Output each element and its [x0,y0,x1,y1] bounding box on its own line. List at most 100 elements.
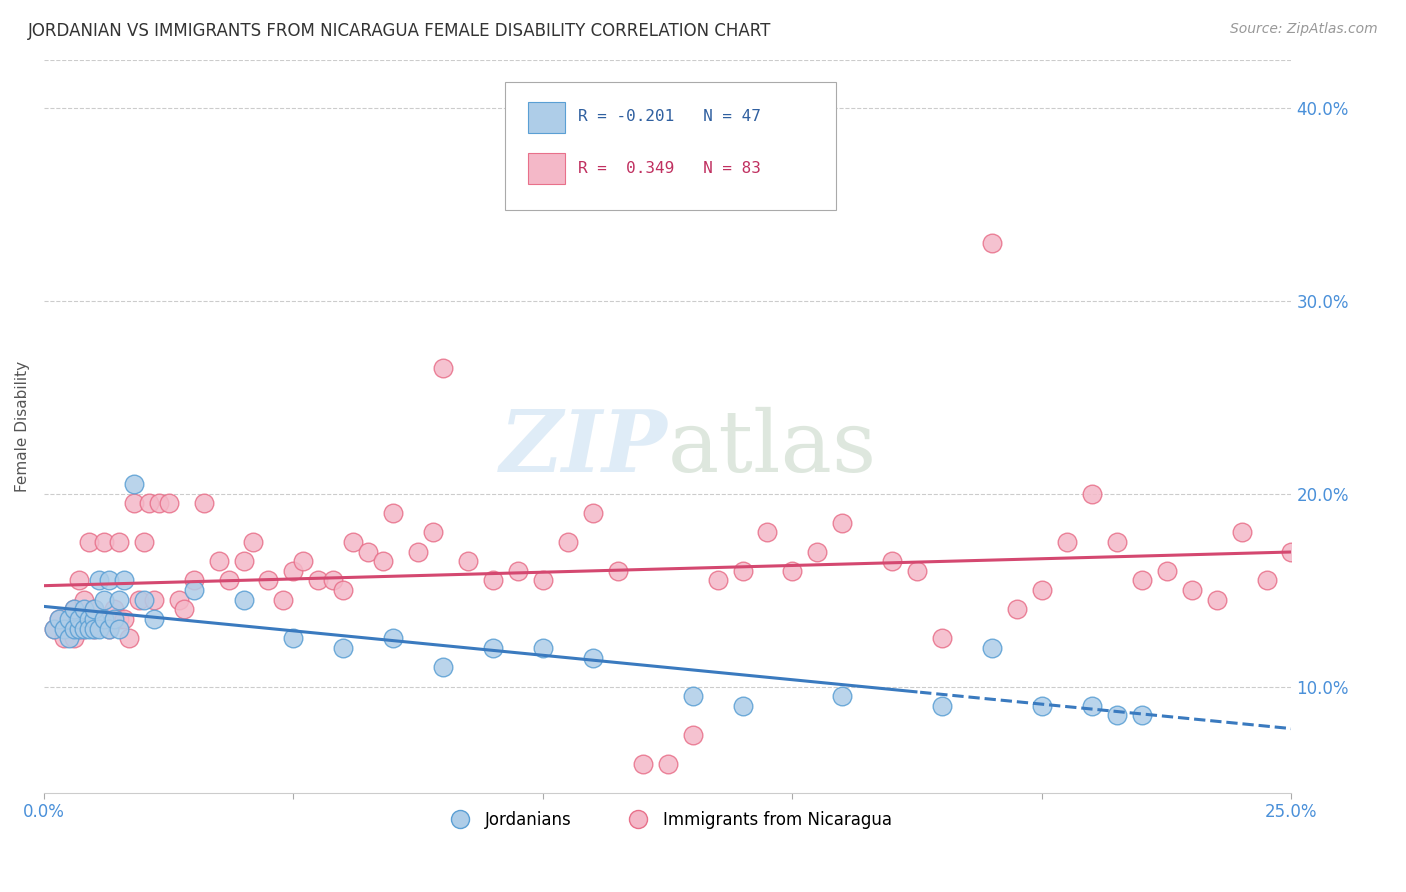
Point [242,534,264,549]
Point [97,622,120,636]
Point [682,728,704,742]
Point [183,583,205,598]
Point [731,564,754,578]
Point [58,612,80,626]
Point [756,525,779,540]
Y-axis label: Female Disability: Female Disability [15,360,30,491]
Point [67,612,90,626]
Point [87,612,110,626]
Point [1031,698,1053,713]
Point [77,612,100,626]
Point [682,689,704,703]
Point [582,506,605,520]
Point [107,534,129,549]
Point [63,632,86,646]
Point [931,698,953,713]
Point [342,534,364,549]
Point [122,477,145,491]
Point [48,612,70,626]
Point [52,632,75,646]
Point [531,640,554,655]
Point [322,574,344,588]
Point [148,496,170,510]
Point [87,622,110,636]
Point [432,660,454,674]
Point [83,612,105,626]
Point [93,612,115,626]
Point [103,612,125,626]
Point [183,574,205,588]
Point [167,592,190,607]
Point [882,554,904,568]
Point [981,235,1004,250]
Point [482,640,505,655]
Point [107,612,129,626]
Point [782,564,804,578]
Point [193,496,215,510]
Point [1130,574,1153,588]
Point [1056,534,1078,549]
Point [63,622,86,636]
Point [67,574,90,588]
Bar [527,102,565,133]
Point [531,574,554,588]
Text: R =  0.349   N = 83: R = 0.349 N = 83 [578,161,761,176]
Point [357,544,380,558]
Point [63,602,86,616]
Point [1105,708,1128,723]
Point [112,612,135,626]
Point [142,592,165,607]
Point [73,592,96,607]
Point [1081,698,1104,713]
Point [422,525,444,540]
Point [457,554,479,568]
Point [332,583,354,598]
Point [112,574,135,588]
Point [1205,592,1227,607]
Point [931,632,953,646]
Point [58,622,80,636]
Point [307,574,329,588]
Point [128,592,150,607]
Point [257,574,280,588]
Point [606,564,628,578]
Point [97,574,120,588]
Point [1081,486,1104,500]
Point [67,622,90,636]
Point [218,574,240,588]
Point [831,689,853,703]
Point [87,574,110,588]
Point [157,496,180,510]
Point [138,496,160,510]
Point [77,622,100,636]
Text: JORDANIAN VS IMMIGRANTS FROM NICARAGUA FEMALE DISABILITY CORRELATION CHART: JORDANIAN VS IMMIGRANTS FROM NICARAGUA F… [28,22,772,40]
Point [432,361,454,376]
Point [142,612,165,626]
Bar [527,153,565,185]
Point [806,544,828,558]
Point [77,534,100,549]
Legend: Jordanians, Immigrants from Nicaragua: Jordanians, Immigrants from Nicaragua [436,805,898,836]
Point [273,592,295,607]
Point [42,622,65,636]
Point [981,640,1004,655]
Point [132,534,155,549]
Point [1256,574,1278,588]
Point [283,564,305,578]
Point [103,602,125,616]
Point [73,622,96,636]
Point [905,564,928,578]
Point [173,602,195,616]
Point [1130,708,1153,723]
Point [406,544,429,558]
Point [93,534,115,549]
Point [382,632,405,646]
Point [132,592,155,607]
Point [207,554,229,568]
Text: R = -0.201   N = 47: R = -0.201 N = 47 [578,110,761,124]
Point [118,632,141,646]
Point [332,640,354,655]
Point [107,592,129,607]
Point [506,564,529,578]
Point [482,574,505,588]
